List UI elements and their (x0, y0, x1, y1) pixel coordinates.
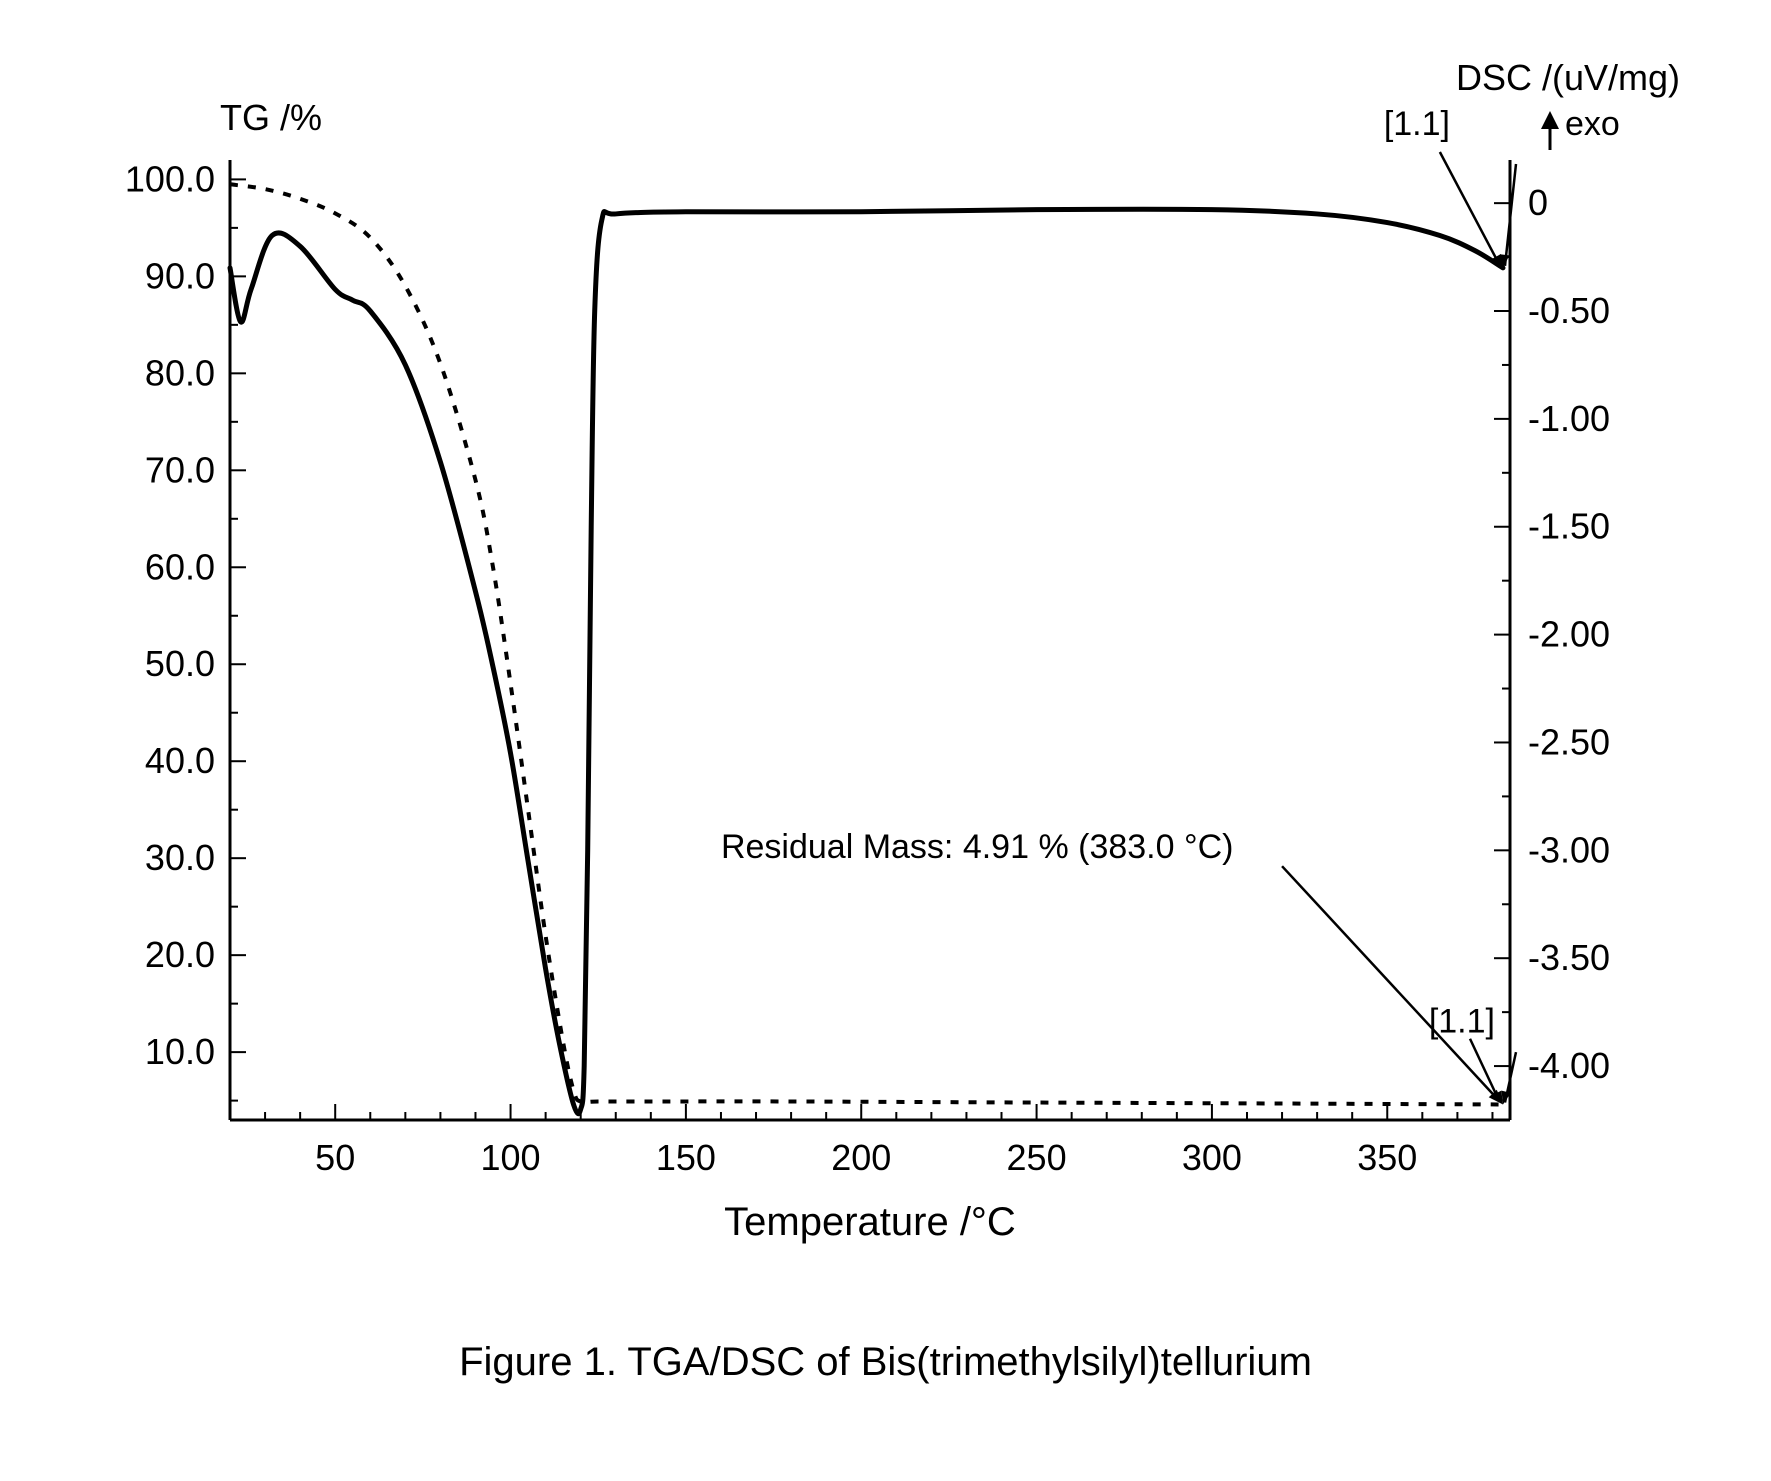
series-tag-top: [1.1] (1384, 105, 1450, 143)
exo-arrowhead (1541, 111, 1559, 129)
y-left-axis-label: TG /% (220, 97, 322, 138)
y-right-tick-label: -1.50 (1528, 506, 1610, 547)
y-right-tick-label: -3.00 (1528, 829, 1610, 870)
residual-mass-label: Residual Mass: 4.91 % (383.0 °C) (721, 828, 1234, 866)
y-left-tick-label: 20.0 (145, 934, 215, 975)
series-tag-bottom: [1.1] (1429, 1003, 1495, 1041)
x-tick-label: 100 (481, 1137, 541, 1178)
y-right-tick-label: -3.50 (1528, 937, 1610, 978)
y-left-tick-label: 100.0 (125, 158, 215, 199)
x-tick-label: 250 (1007, 1137, 1067, 1178)
x-tick-label: 150 (656, 1137, 716, 1178)
y-left-tick-label: 60.0 (145, 546, 215, 587)
y-left-tick-label: 30.0 (145, 837, 215, 878)
tga-dsc-chart: 50 100 150 200 250 300 350 Temperature /°C 10.0 2… (60, 40, 1710, 1300)
y-right-tick-label: 0 (1528, 182, 1548, 223)
y-right-axis-label: DSC /(uV/mg) (1456, 57, 1680, 98)
chart-container: 50 100 150 200 250 300 350 Temperature /°C 10.0 2… (60, 40, 1710, 1300)
y-left-tick-label: 50.0 (145, 643, 215, 684)
figure-caption: Figure 1. TGA/DSC of Bis(trimethylsilyl)… (0, 1340, 1771, 1385)
y-right-tick-label: -2.50 (1528, 721, 1610, 762)
y-left-tick-label: 10.0 (145, 1031, 215, 1072)
y-left-tick-label: 40.0 (145, 740, 215, 781)
x-tick-label: 300 (1182, 1137, 1242, 1178)
x-tick-label: 200 (831, 1137, 891, 1178)
y-left-tick-label: 80.0 (145, 352, 215, 393)
y-left-tick-label: 90.0 (145, 255, 215, 296)
tg-series (230, 184, 1503, 1104)
page: 50 100 150 200 250 300 350 Temperature /°C 10.0 2… (0, 0, 1771, 1481)
x-tick-label: 50 (315, 1137, 355, 1178)
y-right-tick-label: -2.00 (1528, 614, 1610, 655)
dsc-series (230, 209, 1503, 1113)
residual-mass-arrow (1282, 866, 1497, 1098)
x-axis-label: Temperature /°C (724, 1200, 1016, 1244)
y-left-tick-label: 70.0 (145, 449, 215, 490)
y-right-tick-label: -0.50 (1528, 290, 1610, 331)
x-tick-label: 350 (1357, 1137, 1417, 1178)
y-right-tick-label: -1.00 (1528, 398, 1610, 439)
bottom-arrow-1 (1470, 1039, 1499, 1101)
exo-label: exo (1565, 105, 1620, 143)
y-right-tick-label: -4.00 (1528, 1045, 1610, 1086)
